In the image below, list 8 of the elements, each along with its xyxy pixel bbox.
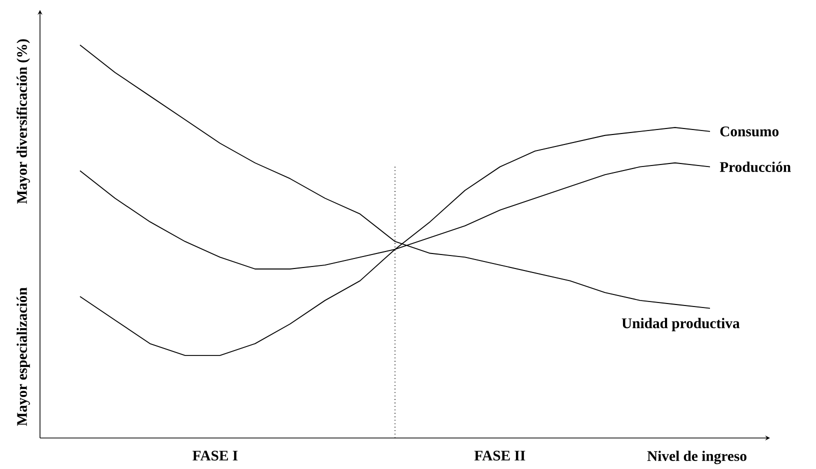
text: FASE II xyxy=(474,450,526,461)
x-axis-title: Nivel de ingreso xyxy=(647,450,746,464)
text: Mayor especialización xyxy=(16,288,30,426)
series-label: Producción xyxy=(720,162,791,172)
text: FASE I xyxy=(192,450,238,461)
series-label: Consumo xyxy=(720,126,779,137)
y-axis-title: Mayor diversificación (%) xyxy=(16,39,30,204)
series-label: Unidad productiva xyxy=(622,318,740,332)
